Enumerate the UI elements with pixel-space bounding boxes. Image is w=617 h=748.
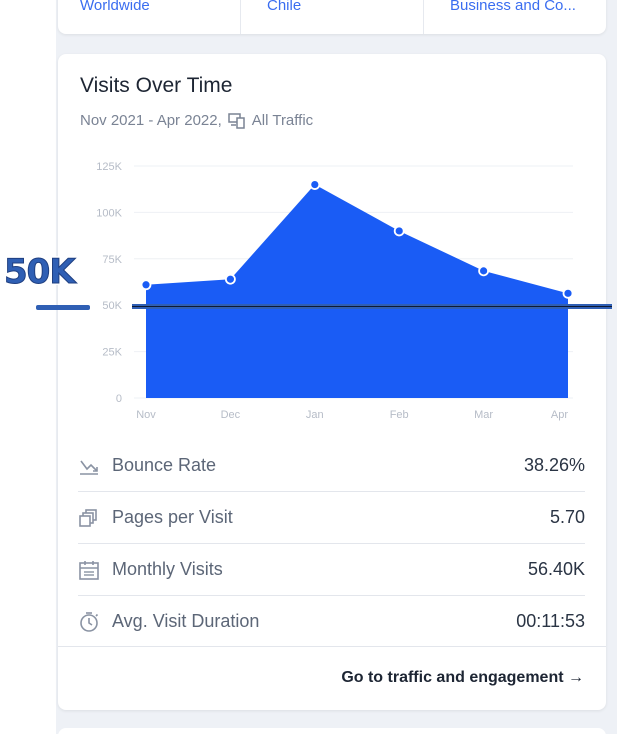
y-tick-label: 100K bbox=[96, 207, 122, 219]
metric-row: Avg. Visit Duration 00:11:53 bbox=[78, 596, 585, 647]
metric-label: Pages per Visit bbox=[112, 507, 233, 527]
timer-icon bbox=[78, 611, 100, 633]
visits-over-time-card: Visits Over Time Nov 2021 - Apr 2022, Al… bbox=[58, 54, 606, 710]
x-tick-label: Nov bbox=[136, 409, 156, 421]
metric-row: Monthly Visits 56.40K bbox=[78, 544, 585, 596]
x-tick-label: Apr bbox=[551, 409, 568, 421]
data-point[interactable] bbox=[478, 265, 490, 277]
next-card-edge bbox=[58, 728, 606, 748]
y-tick-label: 75K bbox=[102, 254, 122, 266]
data-point[interactable] bbox=[309, 179, 321, 190]
calendar-icon bbox=[78, 559, 100, 581]
metric-label: Bounce Rate bbox=[112, 455, 217, 475]
visits-area-chart: 0 25K 50K 75K 100K 125K Nov Dec Jan Feb Mar Apr bbox=[96, 161, 574, 421]
x-tick-label: Mar bbox=[474, 409, 493, 421]
metric-label: Monthly Visits bbox=[112, 559, 223, 579]
y-tick-label: 0 bbox=[116, 393, 122, 405]
metrics-list: Bounce Rate 38.26% Pages per Visit 5.70 Mont… bbox=[78, 440, 585, 647]
top-cell-country[interactable]: Chile bbox=[241, 0, 424, 34]
x-tick-label: Feb bbox=[390, 409, 409, 421]
y-tick-label: 125K bbox=[96, 161, 122, 173]
traffic-engagement-link[interactable]: Go to traffic and engagement → bbox=[341, 669, 584, 686]
annotation-reference-line-core bbox=[132, 306, 612, 307]
top-cell-country-scope[interactable]: Worldwide bbox=[58, 0, 241, 34]
annotation-dash bbox=[36, 305, 90, 310]
x-tick-label: Dec bbox=[221, 409, 241, 421]
top-cell-category[interactable]: Business and Co... bbox=[424, 0, 606, 34]
data-point[interactable] bbox=[562, 287, 574, 299]
devices-icon bbox=[228, 112, 246, 129]
top-cell-label[interactable]: Chile bbox=[267, 0, 302, 14]
visits-area bbox=[146, 184, 568, 398]
bounce-rate-icon bbox=[78, 455, 100, 477]
metric-value: 56.40K bbox=[527, 559, 585, 579]
card-footer: Go to traffic and engagement → bbox=[58, 646, 606, 711]
x-tick-label: Jan bbox=[306, 409, 324, 421]
top-cell-label[interactable]: Business and Co... bbox=[450, 0, 576, 14]
data-point[interactable] bbox=[140, 279, 152, 291]
card-title: Visits Over Time bbox=[80, 74, 233, 97]
annotation-label: 50K bbox=[4, 252, 77, 293]
data-point[interactable] bbox=[393, 225, 405, 237]
card-subtitle: Nov 2021 - Apr 2022, All Traffic bbox=[80, 112, 313, 129]
traffic-scope: All Traffic bbox=[251, 112, 314, 129]
y-tick-label: 50K bbox=[102, 300, 122, 312]
top-cell-label[interactable]: Worldwide bbox=[80, 0, 150, 14]
date-range: Nov 2021 - Apr 2022, bbox=[80, 112, 222, 129]
metric-row: Bounce Rate 38.26% bbox=[78, 440, 585, 492]
metric-value: 5.70 bbox=[549, 507, 585, 527]
metric-row: Pages per Visit 5.70 bbox=[78, 492, 585, 544]
y-tick-label: 25K bbox=[102, 347, 122, 359]
metric-value: 38.26% bbox=[523, 455, 585, 475]
category-row: Worldwide Chile Business and Co... bbox=[58, 0, 606, 34]
metric-label: Avg. Visit Duration bbox=[112, 611, 260, 631]
pages-per-visit-icon bbox=[78, 507, 100, 529]
data-point[interactable] bbox=[224, 273, 236, 285]
metric-value: 00:11:53 bbox=[516, 611, 585, 631]
